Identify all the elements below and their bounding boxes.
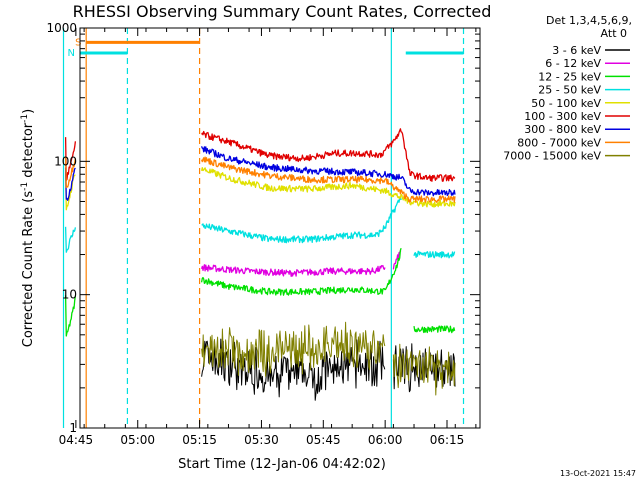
series-segment-0-1 xyxy=(392,343,456,393)
legend-title-line-2: Att 0 xyxy=(601,27,627,40)
series-25-50-kev xyxy=(64,196,456,259)
legend-label-3: 25 - 50 keV xyxy=(538,84,601,97)
y-tick-label-1: 10 xyxy=(62,288,77,302)
annotation-flag-label-1: N xyxy=(68,48,75,59)
annotation-flag-label-0: S xyxy=(75,37,81,48)
x-axis-label: Start Time (12-Jan-06 04:42:02) xyxy=(178,457,386,472)
y-tick-label-0: 1 xyxy=(69,421,77,435)
legend-label-7: 800 - 7000 keV xyxy=(517,136,601,149)
series-segment-2-1 xyxy=(200,247,402,296)
footer-date: 13-Oct-2021 15:47 xyxy=(560,469,636,478)
series-segment-6-0 xyxy=(64,167,76,201)
series-segment-6-1 xyxy=(200,146,456,197)
x-tick-label-0: 04:45 xyxy=(59,433,94,447)
legend-label-0: 3 - 6 keV xyxy=(552,44,601,57)
y-tick-label-2: 100 xyxy=(54,154,77,168)
x-tick-label-3: 05:30 xyxy=(244,433,279,447)
series-6-12-kev xyxy=(200,250,402,278)
legend-label-4: 50 - 100 keV xyxy=(531,97,601,110)
series-layer xyxy=(64,128,456,401)
legend-label-1: 6 - 12 keV xyxy=(545,57,601,70)
series-segment-7-1 xyxy=(200,156,456,203)
series-800-7000-kev xyxy=(64,156,456,203)
series-300-800-kev xyxy=(64,146,456,201)
series-12-25-kev xyxy=(64,247,456,337)
series-segment-8-1 xyxy=(392,343,456,396)
chart-title: RHESSI Observing Summary Count Rates, Co… xyxy=(73,2,492,21)
series-7000-15000-kev xyxy=(201,321,456,396)
legend-label-5: 100 - 300 keV xyxy=(524,110,601,123)
series-segment-2-0 xyxy=(64,295,77,337)
legend-label-8: 7000 - 15000 keV xyxy=(503,150,601,163)
series-segment-1-0 xyxy=(200,264,386,278)
series-segment-3-1 xyxy=(201,196,402,244)
x-tick-label-4: 05:45 xyxy=(306,433,341,447)
series-segment-3-0 xyxy=(64,226,77,253)
series-100-300-kev xyxy=(64,128,456,182)
series-segment-2-2 xyxy=(413,325,456,334)
series-segment-7-0 xyxy=(64,156,77,188)
x-tick-label-5: 06:00 xyxy=(368,433,403,447)
series-segment-3-2 xyxy=(413,250,456,259)
x-tick-label-6: 06:15 xyxy=(430,433,465,447)
legend-title-line-1: Det 1,3,4,5,6,9, xyxy=(546,14,632,27)
series-segment-5-1 xyxy=(201,128,456,182)
annotation-layer: SN xyxy=(62,28,465,428)
x-tick-label-1: 05:00 xyxy=(120,433,155,447)
y-tick-label-3: 1000 xyxy=(46,21,77,35)
series-segment-5-0 xyxy=(64,137,77,182)
series-segment-8-0 xyxy=(201,321,386,377)
axes-layer: 04:45 05:00 05:15 05:30 05:45 06:00 06:15 1 10 10… xyxy=(46,21,481,447)
legend-label-2: 12 - 25 keV xyxy=(538,70,601,83)
legend-label-6: 300 - 800 keV xyxy=(524,123,601,136)
plot-frame xyxy=(79,27,481,429)
series-segment-4-1 xyxy=(200,167,456,208)
x-tick-label-2: 05:15 xyxy=(182,433,217,447)
y-axis-label: Corrected Count Rate (s-1 detector-1) xyxy=(20,109,36,347)
